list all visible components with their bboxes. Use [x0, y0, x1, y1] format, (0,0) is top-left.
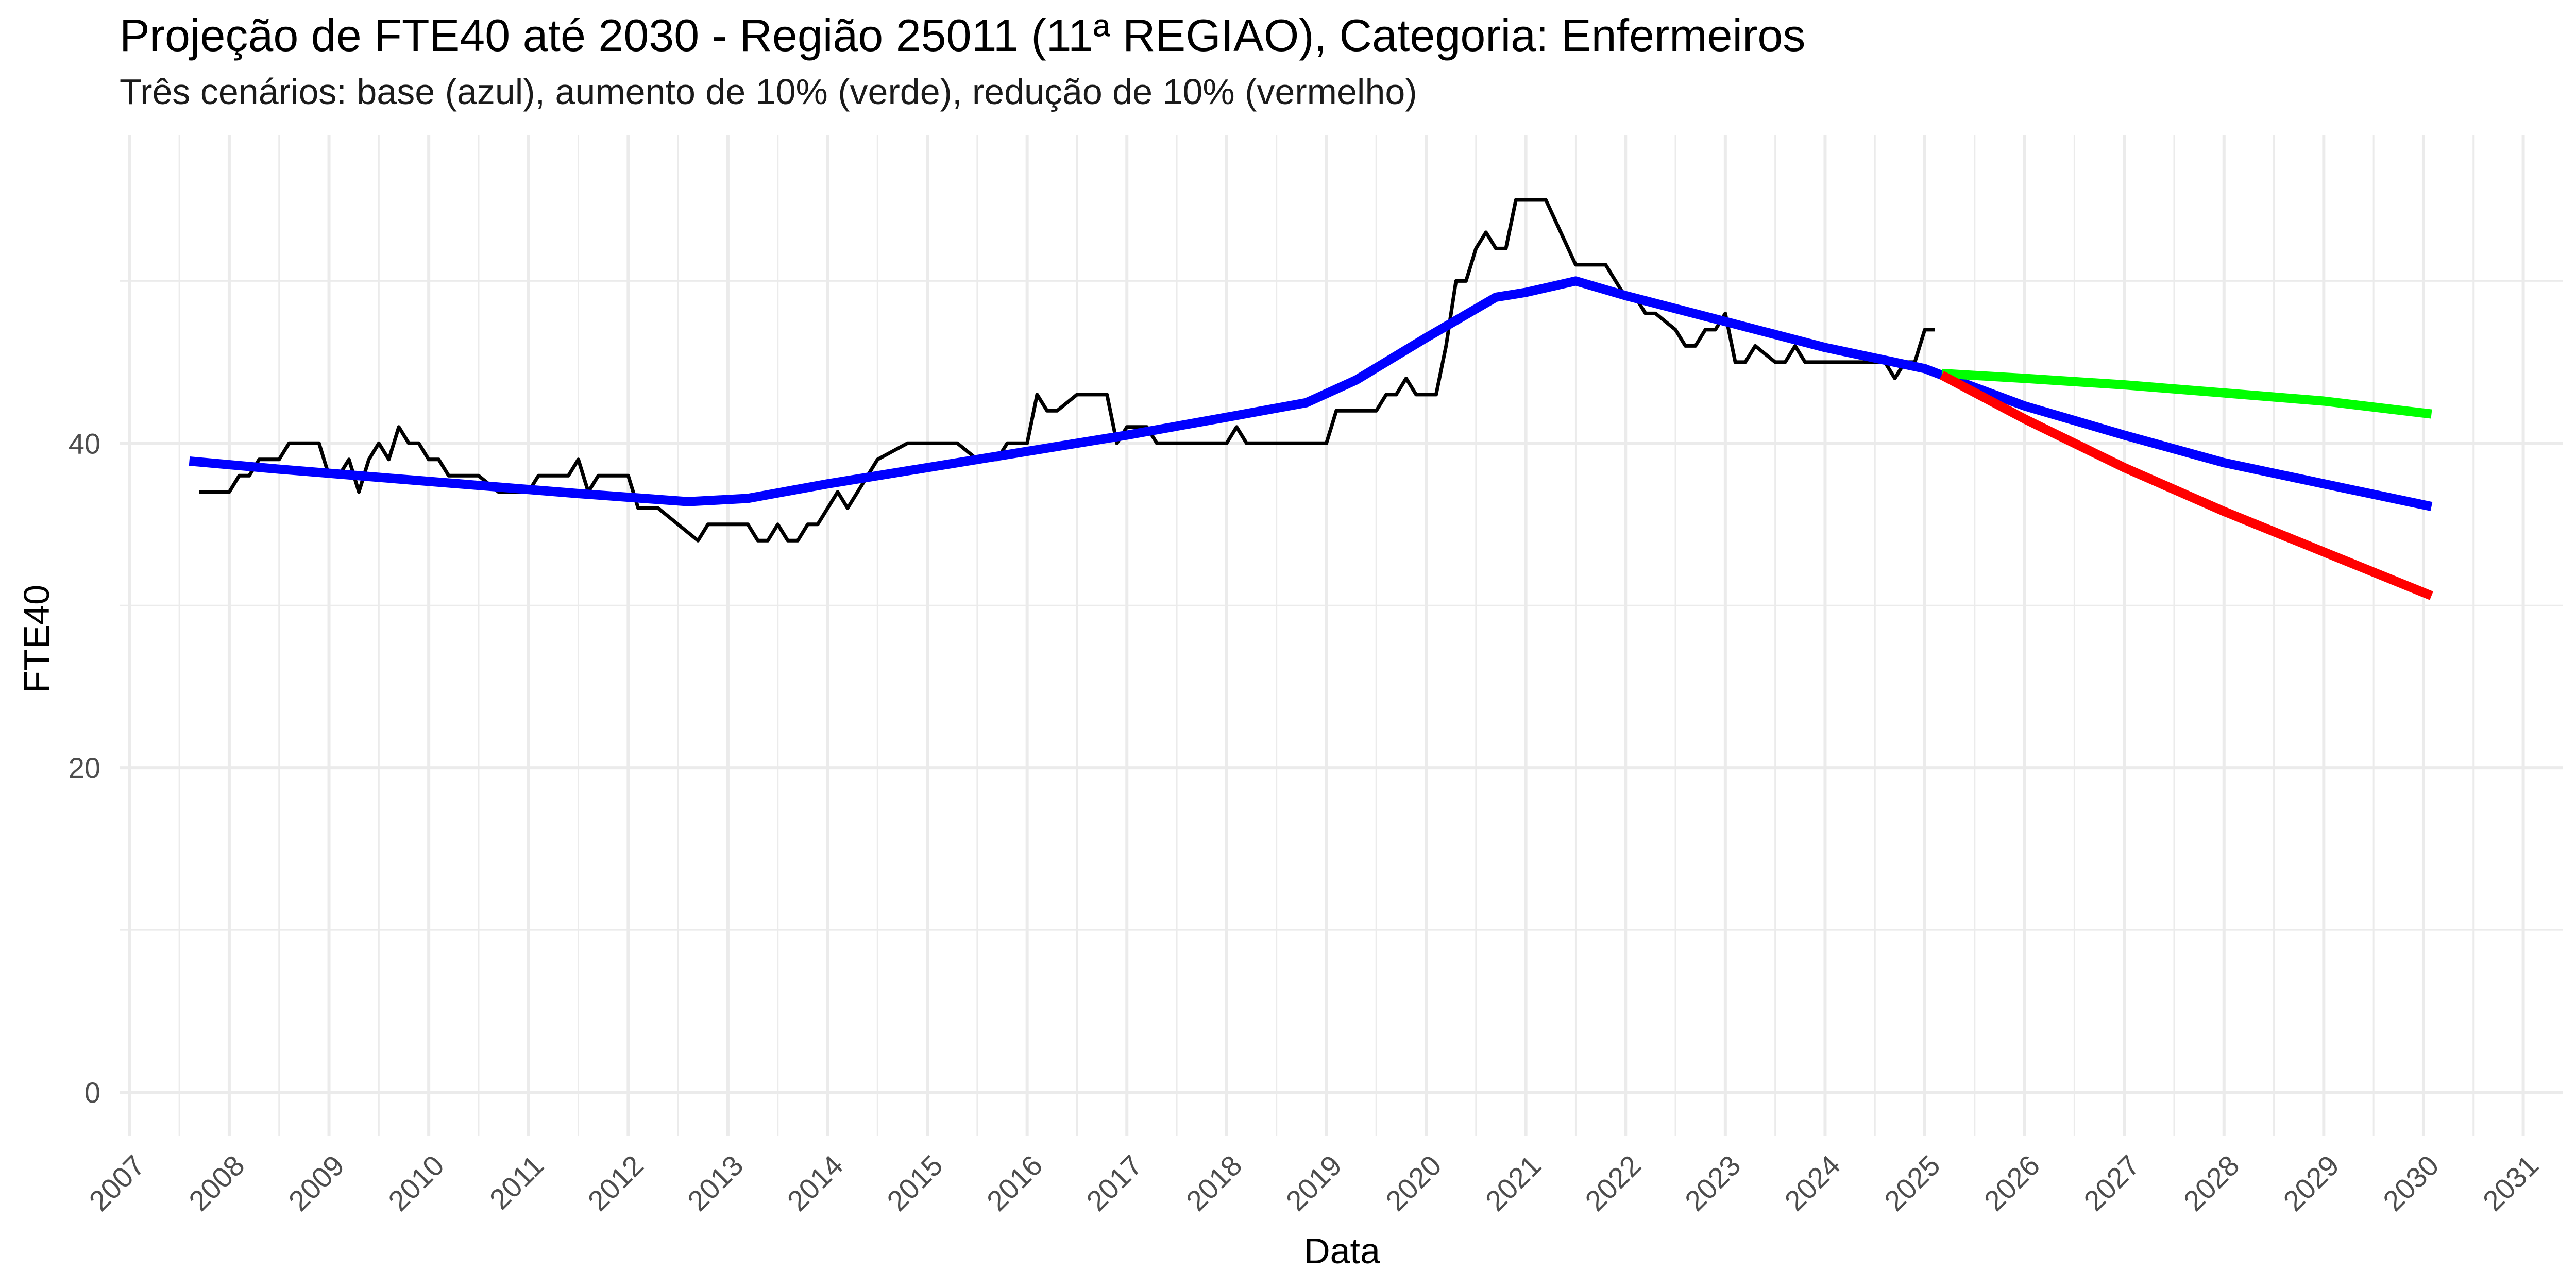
- x-tick-label: 2019: [1280, 1149, 1348, 1217]
- x-tick-label: 2009: [282, 1149, 351, 1217]
- x-tick-label: 2014: [781, 1149, 850, 1217]
- x-tick-label: 2016: [980, 1149, 1049, 1217]
- x-tick-label: 2020: [1379, 1149, 1448, 1217]
- series-line-decrease: [1939, 371, 2433, 600]
- x-tick-label: 2013: [681, 1149, 750, 1217]
- axes: 0 20 40 2007 2008 2009 2010 2011 2012 2013 2014 201…: [69, 427, 2545, 1217]
- x-tick-label: 2010: [382, 1149, 450, 1217]
- series-line-increase: [1941, 368, 2432, 419]
- x-tick-label: 2024: [1778, 1149, 1847, 1217]
- x-tick-label: 2031: [2477, 1149, 2545, 1217]
- x-tick-label: 2015: [880, 1149, 949, 1217]
- x-tick-label: 2025: [1878, 1149, 1946, 1217]
- series-lines: [189, 198, 2433, 600]
- x-tick-label: 2027: [2077, 1149, 2146, 1217]
- series-line-base: [189, 276, 2433, 511]
- x-tick-label: 2018: [1180, 1149, 1248, 1217]
- chart-subtitle: Três cenários: base (azul), aumento de 1…: [120, 72, 1417, 112]
- x-tick-label: 2007: [82, 1149, 151, 1217]
- chart-title: Projeção de FTE40 até 2030 - Região 2501…: [120, 10, 1806, 61]
- x-tick-label: 2022: [1579, 1149, 1647, 1217]
- series-line-observed: [199, 198, 1935, 543]
- x-axis-title: Data: [1304, 1231, 1380, 1271]
- x-tick-label: 2017: [1080, 1149, 1148, 1217]
- y-tick-label: 0: [84, 1076, 100, 1109]
- x-tick-label: 2011: [483, 1149, 550, 1216]
- x-tick-label: 2008: [182, 1149, 251, 1217]
- x-tick-label: 2023: [1679, 1149, 1747, 1217]
- y-tick-label: 40: [69, 427, 100, 460]
- x-tick-label: 2030: [2377, 1149, 2445, 1217]
- x-tick-label: 2012: [581, 1149, 650, 1217]
- y-tick-label: 20: [69, 752, 100, 784]
- grid: [120, 135, 2563, 1136]
- x-tick-label: 2029: [2277, 1149, 2345, 1217]
- x-tick-label: 2021: [1479, 1149, 1548, 1217]
- x-tick-label: 2028: [2177, 1149, 2246, 1217]
- x-tick-label: 2026: [1978, 1149, 2046, 1217]
- y-axis-title: FTE40: [16, 585, 57, 693]
